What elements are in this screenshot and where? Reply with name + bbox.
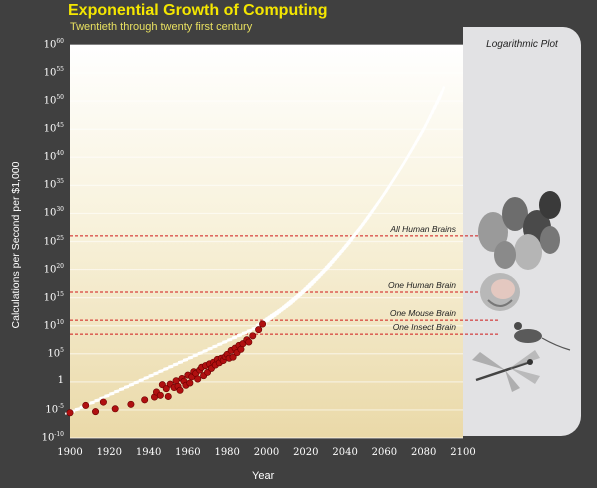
x-tick-label: 1980 bbox=[214, 447, 240, 458]
x-axis-title: Year bbox=[252, 470, 275, 482]
mouse-icon bbox=[514, 322, 571, 351]
x-tick-label: 2080 bbox=[410, 447, 437, 458]
x-tick-label: 1920 bbox=[96, 447, 123, 458]
y-tick-label: 1035 bbox=[43, 178, 64, 191]
data-point bbox=[162, 385, 170, 393]
data-point bbox=[186, 379, 194, 387]
data-point bbox=[92, 408, 100, 416]
data-point bbox=[82, 401, 90, 409]
reference-label: All Human Brains bbox=[390, 223, 456, 234]
dragonfly-icon bbox=[472, 350, 540, 392]
x-tick-label: 2040 bbox=[332, 447, 358, 458]
data-point bbox=[156, 391, 164, 399]
x-tick-label: 1940 bbox=[135, 447, 162, 458]
y-tick-label: 1040 bbox=[43, 150, 64, 163]
x-tick-label: 2100 bbox=[450, 447, 476, 458]
x-tick-label: 2020 bbox=[293, 447, 319, 458]
data-point bbox=[245, 338, 253, 346]
y-tick-label: 1055 bbox=[43, 66, 64, 79]
y-tick-label: 1020 bbox=[43, 262, 64, 275]
projection-mark bbox=[438, 86, 446, 101]
reference-label: One Mouse Brain bbox=[389, 308, 456, 319]
y-tick-label: 1025 bbox=[43, 234, 64, 247]
data-point bbox=[111, 405, 119, 413]
y-tick-label: 1010 bbox=[43, 318, 64, 332]
human-faces-icon bbox=[478, 191, 561, 270]
data-point bbox=[141, 396, 149, 404]
data-point bbox=[66, 409, 74, 417]
chart-title: Exponential Growth of Computing bbox=[68, 2, 328, 19]
y-axis-title: Calculations per Second per $1,000 bbox=[10, 161, 22, 329]
data-point bbox=[176, 386, 184, 394]
data-point bbox=[229, 353, 237, 361]
x-tick-label: 2060 bbox=[371, 447, 398, 458]
reference-label: One Insect Brain bbox=[392, 322, 456, 333]
x-tick-label: 1960 bbox=[175, 447, 201, 458]
y-tick-label: 1 bbox=[57, 374, 64, 386]
y-tick-label: 1060 bbox=[43, 38, 64, 51]
chart-subtitle: Twentieth through twenty first century bbox=[70, 21, 253, 33]
y-tick-label: 1015 bbox=[43, 290, 64, 303]
y-tick-label: 105 bbox=[47, 346, 64, 360]
side-panel-title: Logarithmic Plot bbox=[486, 39, 558, 50]
y-tick-label: 1045 bbox=[43, 122, 64, 135]
y-tick-label: 10-5 bbox=[45, 402, 64, 416]
data-point bbox=[127, 400, 135, 408]
data-point bbox=[99, 398, 107, 406]
data-point bbox=[255, 326, 263, 334]
data-point bbox=[259, 320, 267, 328]
y-tick-label: 1030 bbox=[43, 206, 64, 219]
x-tick-label: 1900 bbox=[57, 447, 83, 458]
data-point bbox=[194, 375, 202, 383]
data-point bbox=[164, 392, 172, 400]
y-tick-label: 1050 bbox=[43, 94, 64, 107]
data-point bbox=[249, 332, 257, 340]
x-tick-label: 2000 bbox=[253, 447, 280, 458]
y-tick-label: 10-10 bbox=[41, 431, 64, 444]
reference-label: One Human Brain bbox=[387, 280, 456, 291]
brain-icon bbox=[480, 273, 520, 311]
